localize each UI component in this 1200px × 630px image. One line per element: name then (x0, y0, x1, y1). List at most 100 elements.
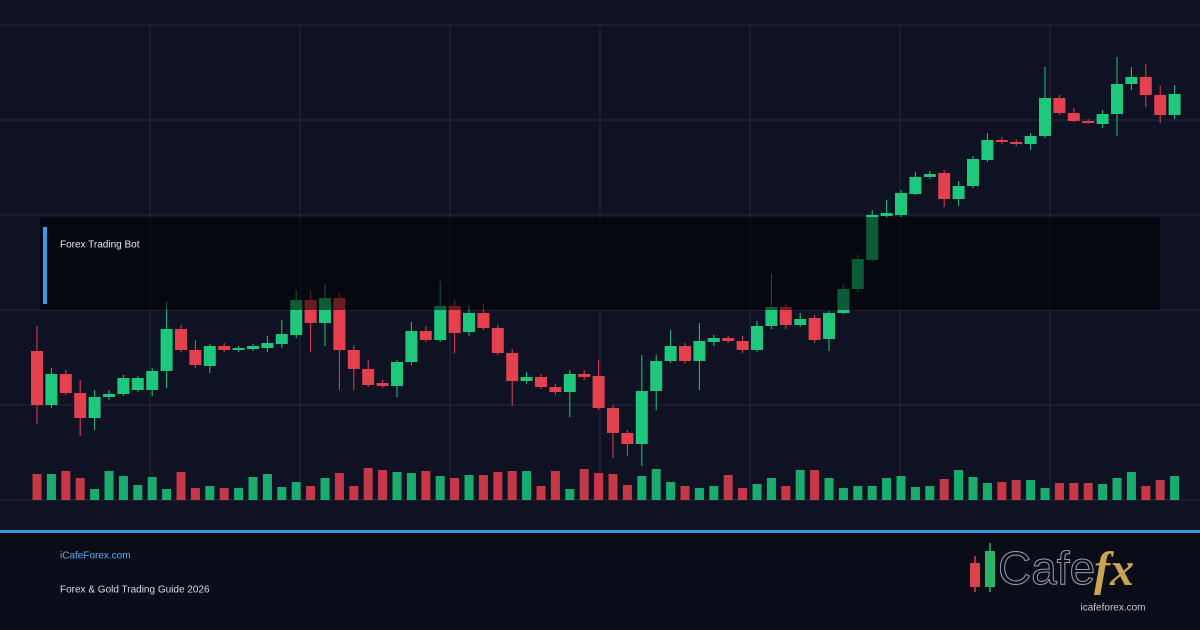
candle-body (1024, 136, 1037, 144)
volume-bar (565, 489, 575, 500)
candle-body (261, 343, 274, 348)
volume-bar (1126, 472, 1136, 500)
candle-body (938, 173, 951, 199)
candle-body (1154, 95, 1167, 115)
volume-bar (594, 473, 604, 500)
volume-bar (234, 488, 244, 500)
candle-body (578, 374, 591, 377)
volume-bar (694, 488, 704, 500)
volume-bar (723, 475, 733, 500)
candle-body (131, 378, 144, 390)
volume-bar (277, 487, 287, 500)
volume-bar (781, 486, 791, 500)
candle-body (333, 298, 346, 350)
volume-bar (824, 478, 834, 500)
footer-site: iCafeForex.com (60, 551, 131, 562)
candle-body (1139, 77, 1152, 95)
volume-bar (536, 486, 546, 500)
candle-body (607, 408, 619, 433)
volume-bar (867, 486, 877, 500)
logo: Cafe fx icafeforex.com (970, 542, 1146, 614)
volume-bar (982, 483, 992, 500)
volume-bar (75, 478, 85, 500)
volume-bar (838, 488, 848, 500)
candle-body (967, 159, 979, 186)
candle-body (1168, 94, 1181, 115)
candle-body (1125, 77, 1138, 84)
candle-body (175, 329, 187, 350)
candle-body (419, 331, 432, 340)
volume-bar (1069, 483, 1079, 500)
volume-bar (1083, 483, 1093, 500)
candle-body (693, 341, 706, 361)
volume-bar (349, 486, 359, 500)
candle-body (563, 374, 576, 392)
volume-bar (810, 470, 820, 500)
candle-body (491, 328, 504, 353)
volume-bar (997, 482, 1007, 500)
volume-bar (968, 477, 978, 500)
candle-body (362, 369, 375, 385)
candle-body (391, 362, 403, 386)
volume-bar (1141, 486, 1151, 500)
volume-bar (666, 482, 676, 500)
volume-bar (709, 486, 719, 500)
volume-bar (334, 473, 344, 500)
candle-body (218, 346, 231, 350)
volume-bar (637, 476, 647, 500)
candle-body (117, 378, 130, 394)
volume-bar (493, 472, 503, 500)
volume-bar (176, 472, 186, 500)
candle-body (1111, 84, 1123, 114)
candle-body (434, 306, 447, 340)
candle-body (952, 186, 965, 199)
candle-body (549, 387, 562, 392)
candle-body (995, 140, 1008, 142)
title-accent (43, 227, 47, 304)
volume-bar (306, 486, 316, 500)
volume-bar (680, 486, 690, 500)
candle-body (275, 334, 288, 344)
volume-bar (1112, 478, 1122, 500)
candle-body (535, 377, 547, 387)
volume-bar (954, 470, 964, 500)
volume-bar (1054, 483, 1064, 500)
candle-body (376, 383, 389, 386)
volume-bar (32, 474, 42, 500)
candle-body (463, 313, 475, 332)
volume-bar (320, 478, 330, 500)
logo-accent: fx (1094, 543, 1134, 596)
volume-bar (262, 474, 272, 500)
volume-bar (133, 485, 143, 500)
volume-bar (608, 474, 618, 500)
candle-body (1039, 98, 1051, 136)
candle-body (679, 346, 691, 361)
volume-bar (925, 486, 935, 500)
logo-text: Cafe (998, 542, 1095, 594)
volume-bar (882, 478, 892, 500)
candle-body (1053, 98, 1066, 113)
volume-bar (104, 471, 114, 500)
candle-body (59, 374, 72, 393)
candle-body (506, 353, 519, 381)
volume-bar (378, 470, 388, 500)
candle-body (1082, 121, 1095, 123)
logo-caption: icafeforex.com (1080, 603, 1145, 614)
volume-bar (162, 489, 172, 500)
plot (31, 57, 1181, 500)
candle-body (520, 377, 533, 381)
candle-body (448, 306, 461, 333)
candle-body (232, 348, 245, 350)
volume-bar (392, 472, 402, 500)
candle-body (1096, 114, 1109, 124)
volume-bar (1155, 480, 1165, 500)
candle-body (160, 329, 173, 371)
volume-bar (550, 471, 560, 500)
volume-bar (46, 474, 56, 500)
volume-bar (190, 488, 200, 500)
candle-body (981, 140, 994, 160)
candle-body (895, 193, 907, 215)
volume-bar (421, 471, 431, 500)
volume-bar (507, 471, 517, 500)
